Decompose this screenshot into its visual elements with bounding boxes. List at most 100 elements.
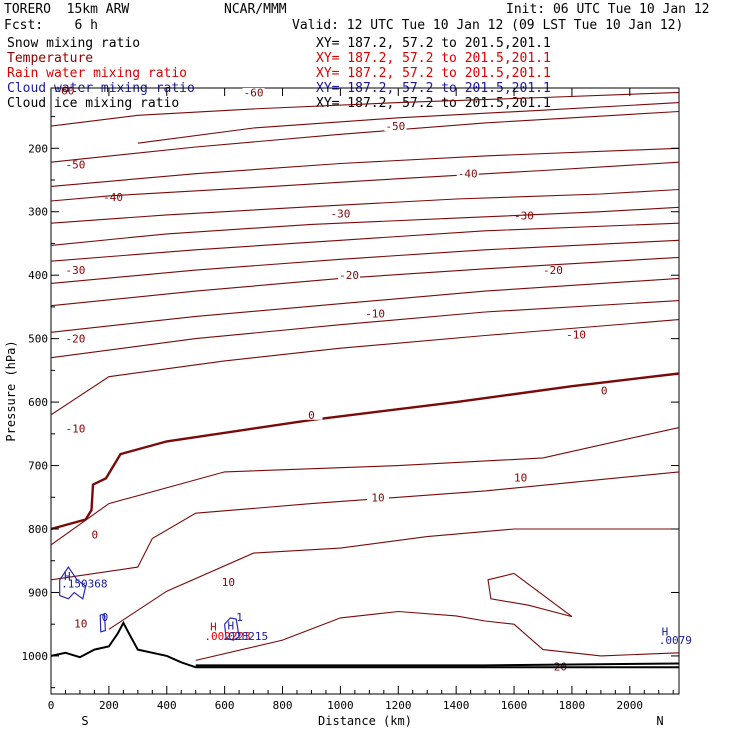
chart-annotation: -10 bbox=[566, 329, 586, 342]
contour-label-bg bbox=[456, 167, 479, 179]
terrain-line bbox=[51, 620, 679, 669]
contour-label-bg bbox=[300, 408, 323, 420]
chart-annotation: H bbox=[64, 570, 71, 583]
temperature-contour bbox=[137, 102, 679, 144]
legend-rain: Rain water mixing ratio bbox=[7, 66, 188, 81]
contour-label: -20 bbox=[339, 269, 359, 282]
chart-annotation: .150368 bbox=[61, 577, 107, 590]
temperature-contour bbox=[195, 610, 679, 661]
x-tick-label: 400 bbox=[157, 699, 177, 712]
temperature-contour bbox=[51, 206, 679, 246]
y-tick-label: 500 bbox=[28, 333, 48, 346]
legend-rain-xy: XY= 187.2, 57.2 to 201.5,201.1 bbox=[316, 66, 551, 81]
chart-annotation: -60 bbox=[54, 84, 74, 97]
contour-label: -40 bbox=[458, 168, 478, 181]
chart-annotation: 10 bbox=[74, 617, 87, 630]
temperature-contour bbox=[51, 277, 679, 333]
contour-label: -10 bbox=[365, 307, 385, 320]
chart-annotation: .0079 bbox=[659, 634, 692, 647]
chart-annotation: H bbox=[210, 621, 217, 634]
contour-label: 10 bbox=[371, 491, 384, 504]
contour-label-bg bbox=[364, 307, 387, 319]
chart-annotation: 1 bbox=[236, 611, 243, 624]
temperature-contour bbox=[51, 161, 679, 202]
x-axis-label: Distance (km) bbox=[318, 714, 412, 728]
x-tick-label: 600 bbox=[215, 699, 235, 712]
chart-annotation: H bbox=[662, 626, 669, 639]
x-tick-label: 1200 bbox=[385, 699, 412, 712]
legend-temperature: Temperature bbox=[7, 51, 94, 66]
cloud-water-contour bbox=[59, 566, 87, 600]
temperature-contour bbox=[51, 319, 679, 416]
x-tick-label: 2000 bbox=[617, 699, 644, 712]
model-title: TORERO 15km ARW bbox=[4, 2, 130, 17]
south-end-label: S bbox=[81, 714, 88, 728]
chart-annotation: .028215 bbox=[222, 630, 268, 643]
x-tick-label: 0 bbox=[48, 699, 55, 712]
temperature-contour bbox=[51, 147, 679, 187]
temperature-contour bbox=[51, 300, 679, 359]
temperature-contour bbox=[51, 110, 679, 163]
x-tick-label: 800 bbox=[273, 699, 293, 712]
chart-annotation: .002223 bbox=[204, 630, 250, 643]
contour-label-bg bbox=[242, 88, 265, 98]
chart-annotation: -40 bbox=[103, 191, 123, 204]
legend-snow-xy: XY= 187.2, 57.2 to 201.5,201.1 bbox=[316, 36, 551, 51]
chart-annotation: H bbox=[228, 619, 235, 632]
chart-annotation: -30 bbox=[65, 264, 85, 277]
legend-snow: Snow mixing ratio bbox=[7, 36, 141, 51]
contour-label: -60 bbox=[244, 86, 264, 99]
init-time: Init: 06 UTC Tue 10 Jan 12 bbox=[506, 2, 710, 17]
temperature-contour bbox=[51, 188, 679, 224]
x-tick-label: 1400 bbox=[443, 699, 470, 712]
chart-annotation: 0 bbox=[92, 529, 99, 542]
temperature-contour bbox=[51, 91, 679, 127]
temperature-contour bbox=[108, 528, 679, 630]
chart-annotation: 10 bbox=[514, 471, 527, 484]
plot-frame bbox=[50, 87, 680, 695]
legend-temperature-xy: XY= 187.2, 57.2 to 201.5,201.1 bbox=[316, 51, 551, 66]
contour-label: -50 bbox=[385, 120, 405, 133]
chart-annotation: -30 bbox=[514, 209, 534, 222]
north-end-label: N bbox=[656, 714, 663, 728]
contour-label-bg bbox=[384, 120, 407, 132]
y-tick-label: 200 bbox=[28, 142, 48, 155]
contour-label-bg bbox=[367, 491, 390, 503]
y-tick-label: 300 bbox=[28, 206, 48, 219]
forecast-hour: Fcst: 6 h bbox=[4, 18, 98, 33]
legend-cloud-ice: Cloud ice mixing ratio bbox=[7, 96, 180, 111]
y-tick-label: 1000 bbox=[22, 650, 49, 663]
y-axis-label: Pressure (hPa) bbox=[4, 340, 18, 441]
y-tick-label: 700 bbox=[28, 460, 48, 473]
temperature-contour bbox=[51, 372, 679, 531]
chart-annotation: 10 bbox=[222, 576, 235, 589]
org-label: NCAR/MMM bbox=[224, 2, 287, 17]
valid-time: Valid: 12 UTC Tue 10 Jan 12 (09 LST Tue … bbox=[292, 18, 684, 33]
contour-label: -30 bbox=[330, 208, 350, 221]
x-tick-label: 200 bbox=[99, 699, 119, 712]
chart-annotation: -50 bbox=[65, 159, 85, 172]
x-tick-label: 1600 bbox=[501, 699, 528, 712]
contour-label-bg bbox=[329, 207, 352, 219]
temperature-contour bbox=[51, 239, 679, 284]
contour-label-bg bbox=[338, 269, 361, 281]
x-tick-label: 1800 bbox=[559, 699, 586, 712]
cloud-water-contour bbox=[99, 614, 107, 633]
temperature-contour bbox=[51, 256, 679, 307]
y-tick-label: 600 bbox=[28, 396, 48, 409]
y-tick-label: 800 bbox=[28, 523, 48, 536]
chart-annotation: -10 bbox=[65, 423, 85, 436]
temperature-contour bbox=[487, 572, 573, 618]
cloud-water-contour bbox=[224, 617, 240, 641]
contour-label-bg bbox=[549, 660, 572, 672]
y-tick-label: 900 bbox=[28, 586, 48, 599]
snow-mixing-contour bbox=[195, 662, 679, 667]
contour-label: 0 bbox=[308, 409, 315, 422]
y-tick-label: 400 bbox=[28, 269, 48, 282]
chart-annotation: 0 bbox=[102, 611, 109, 624]
x-tick-label: 1000 bbox=[327, 699, 354, 712]
temperature-contour bbox=[51, 471, 679, 581]
chart-annotation: -20 bbox=[543, 264, 563, 277]
temperature-contour bbox=[51, 426, 679, 546]
